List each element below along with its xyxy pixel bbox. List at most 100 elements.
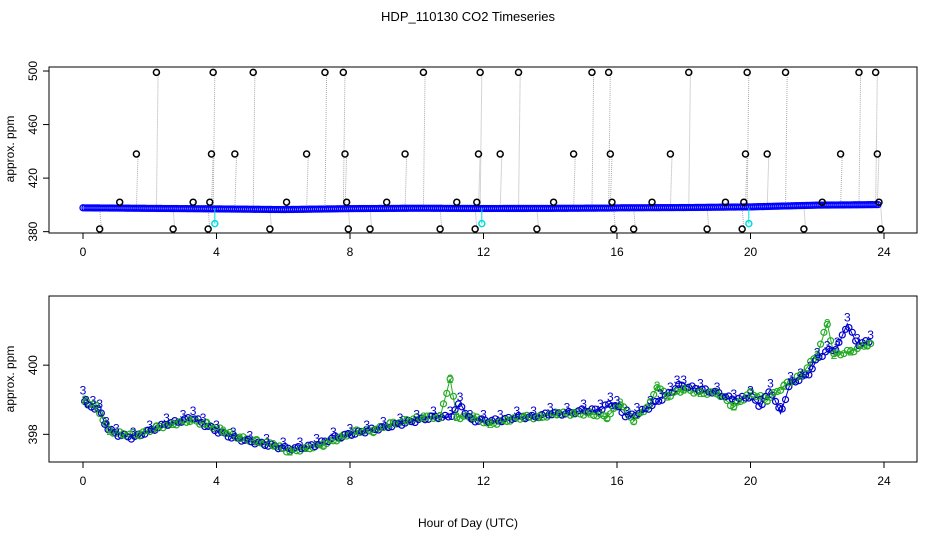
blue-point-label: 3 <box>624 404 631 418</box>
green-point-label: 2 <box>470 410 477 424</box>
spike-point <box>871 68 880 77</box>
green-marker <box>590 411 598 420</box>
blue-marker <box>845 323 853 332</box>
spike-point <box>588 68 596 77</box>
blue-point-label: 3 <box>730 387 737 401</box>
x-tick-label: 4 <box>213 474 220 488</box>
blue-marker <box>384 423 392 432</box>
chart-title: HDP_110130 CO2 Timeseries <box>381 9 555 24</box>
spike-point <box>344 225 353 233</box>
spike-line <box>344 154 348 209</box>
spike-point <box>419 68 428 77</box>
green-point-label: 2 <box>220 424 227 438</box>
green-marker <box>733 398 741 406</box>
blue-marker <box>721 393 730 401</box>
blue-marker <box>775 404 783 412</box>
green-point-label: 2 <box>714 386 721 400</box>
green-marker <box>830 350 838 358</box>
blue-point-label: 3 <box>200 411 207 425</box>
green-marker <box>673 387 681 395</box>
green-marker <box>316 441 324 449</box>
blue-marker <box>451 406 459 414</box>
blue-point-label: 3 <box>247 428 254 442</box>
spike-point <box>207 150 216 158</box>
spike-line <box>633 207 636 230</box>
spike-point <box>569 150 578 158</box>
green-point-label: 2 <box>680 382 687 396</box>
blue-marker <box>137 431 146 439</box>
green-point-label: 2 <box>520 410 527 424</box>
green-marker <box>272 443 281 451</box>
spike-point <box>321 68 329 77</box>
blue-marker <box>698 385 706 393</box>
green-marker <box>453 413 461 421</box>
spike-point <box>818 198 827 206</box>
blue-point-label: 3 <box>347 421 354 435</box>
green-marker <box>847 347 855 355</box>
blue-point-label: 3 <box>854 331 861 345</box>
blue-point-label: 3 <box>634 401 641 415</box>
blue-marker <box>651 397 659 406</box>
spike-line <box>746 72 750 207</box>
blue-marker <box>241 436 249 444</box>
green-marker <box>523 411 531 419</box>
blue-point-label: 3 <box>146 418 153 432</box>
spike-point <box>132 150 141 158</box>
blue-marker <box>368 424 376 432</box>
blue-marker <box>835 338 843 347</box>
green-marker <box>646 397 654 406</box>
spike-point <box>152 68 161 77</box>
blue-point-label: 3 <box>380 414 387 428</box>
spike-line <box>172 208 176 230</box>
spike-line <box>342 72 346 209</box>
green-marker <box>700 389 708 398</box>
spike-line <box>591 72 595 209</box>
spike-point <box>382 198 391 206</box>
x-tick-label: 24 <box>877 474 891 488</box>
green-marker <box>820 328 828 336</box>
green-marker <box>436 411 444 420</box>
x-tick-label: 0 <box>80 474 87 488</box>
spike-line <box>840 153 843 205</box>
spike-point <box>763 150 771 158</box>
green-marker <box>823 320 831 328</box>
blue-marker <box>588 405 596 413</box>
spike-point <box>666 150 675 158</box>
green-point-label: 2 <box>120 427 127 441</box>
spike-line <box>876 153 880 205</box>
spike-point <box>781 68 790 77</box>
spike-line <box>404 154 408 209</box>
spike-line <box>474 208 478 230</box>
green-point-label: 2 <box>831 348 838 362</box>
spike-line <box>875 72 878 205</box>
green-point-label: 2 <box>420 410 427 424</box>
x-tick-label: 4 <box>213 245 220 259</box>
blue-point-label: 3 <box>96 397 103 411</box>
green-marker <box>89 400 97 408</box>
spike-line <box>613 207 616 230</box>
spike-line <box>499 154 503 209</box>
spike-line <box>286 202 289 210</box>
green-point-label: 2 <box>664 389 671 403</box>
blue-point-label: 3 <box>674 373 681 387</box>
blue-marker <box>611 401 619 410</box>
green-point-label: 2 <box>353 424 360 438</box>
green-point-label: 2 <box>270 438 277 452</box>
x-tick-label: 8 <box>347 474 354 488</box>
green-marker <box>653 384 661 392</box>
spike-point <box>282 198 291 206</box>
green-point-label: 2 <box>403 414 410 428</box>
top-panel: 0 4 8 12 16 20 24 380 420 460 500 approx. ppm <box>3 61 918 259</box>
x-axis-label: Hour of Day (UTC) <box>418 516 518 530</box>
green-marker <box>222 429 231 438</box>
blue-marker <box>751 396 760 404</box>
blue-marker <box>825 345 833 353</box>
green-point-label: 2 <box>237 431 244 445</box>
green-point-label: 2 <box>604 410 611 424</box>
blue-point-label: 3 <box>180 408 187 422</box>
spike-point <box>875 198 883 206</box>
blue-point-label: 3 <box>647 394 654 408</box>
green-marker <box>386 419 394 427</box>
green-marker <box>650 390 658 399</box>
